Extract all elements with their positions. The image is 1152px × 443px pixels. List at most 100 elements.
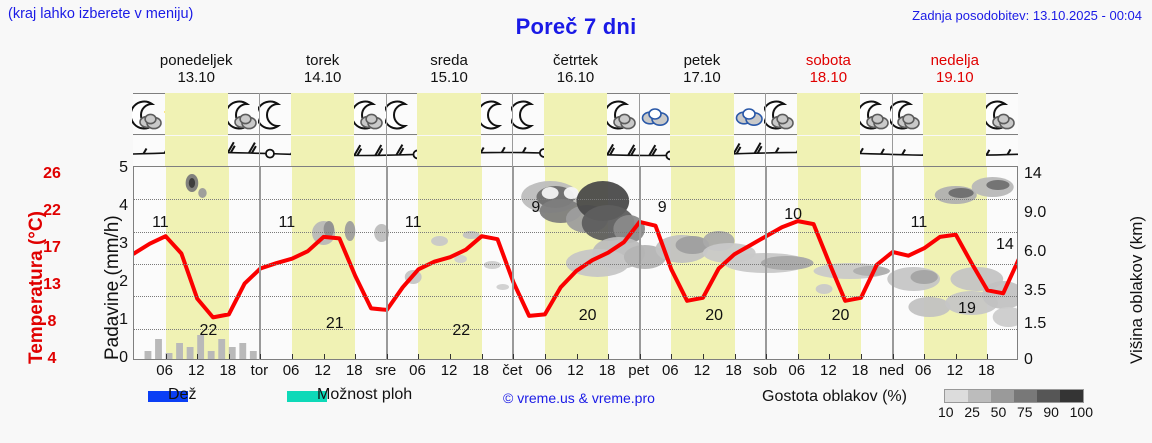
wind-barb-flag xyxy=(521,146,527,154)
cloud-density-blob xyxy=(454,255,467,263)
weather-icon-moon-cloud xyxy=(763,98,798,132)
precipitation-bar xyxy=(218,339,226,359)
cloud-density-tick: 100 xyxy=(1069,404,1093,420)
temperature-value-label: 22 xyxy=(199,322,218,340)
cloud-density-blob xyxy=(431,236,448,246)
forecast-plot xyxy=(131,93,1018,360)
wind-barb-flag xyxy=(985,149,991,156)
weather-icon-moon-cloud xyxy=(353,98,387,132)
cloud-density-blob xyxy=(344,221,356,241)
x-axis-label: 06 xyxy=(661,362,679,379)
rain-legend-label: Dež xyxy=(168,386,197,403)
x-axis-label: 18 xyxy=(345,362,363,379)
x-axis-tick xyxy=(355,354,357,359)
cloud-density-blob xyxy=(323,221,335,237)
x-axis-label: ned xyxy=(879,362,905,379)
copyright-link[interactable]: © vreme.us & vreme.pro xyxy=(503,390,655,406)
cloud-density-tick: 10 xyxy=(938,404,954,420)
cloud-density-blob xyxy=(188,178,196,188)
precipitation-tick-3: 2 xyxy=(119,273,128,290)
wind-barb-flag xyxy=(226,141,235,154)
x-axis-tick xyxy=(734,354,736,359)
cloud-density-blob xyxy=(992,307,1017,327)
x-axis-tick xyxy=(544,354,546,359)
temperature-tick-4: 8 xyxy=(47,313,57,330)
temperature-value-label: 11 xyxy=(278,213,296,231)
temperature-value-label: 11 xyxy=(404,213,422,231)
precipitation-tick-4: 1 xyxy=(119,311,128,328)
x-axis-tick xyxy=(924,354,926,359)
day-header-ponedeljek: ponedeljek 13.10 xyxy=(133,52,259,86)
cloud-density-blob xyxy=(563,187,579,199)
horizontal-gridline xyxy=(134,199,1017,201)
cloud-density-legend-label: Gostota oblakov (%) xyxy=(762,388,907,405)
daylight-band-icons xyxy=(923,93,987,135)
showers-legend-label: Možnost ploh xyxy=(317,386,413,403)
x-axis-label: 18 xyxy=(472,362,490,379)
cloud-density-blob xyxy=(908,297,951,317)
day-header-date: 17.10 xyxy=(683,69,721,86)
temperature-tick-3: 13 xyxy=(43,276,61,293)
cloud-tick-5: 0 xyxy=(1024,351,1033,368)
day-header-date: 15.10 xyxy=(430,69,468,86)
daylight-band-icons xyxy=(796,93,860,135)
cloud-density-blob xyxy=(853,266,890,276)
precipitation-tick-1: 4 xyxy=(119,197,128,214)
day-separator xyxy=(259,93,261,360)
temperature-tick-1: 22 xyxy=(43,202,61,219)
day-header-name: sreda xyxy=(430,52,468,69)
precipitation-bar xyxy=(155,339,162,359)
x-axis-label: pet xyxy=(628,362,650,379)
precipitation-bar xyxy=(144,351,152,359)
weather-icon-moon-cloud xyxy=(858,98,893,132)
x-axis-label: 12 xyxy=(567,362,584,379)
weather-icon-moon xyxy=(511,98,545,132)
day-separator xyxy=(385,93,387,360)
daylight-band xyxy=(165,167,229,359)
weather-icon-moon-cloud xyxy=(890,98,924,132)
showers-legend-swatch xyxy=(287,391,327,402)
chart-plot-area xyxy=(133,166,1018,360)
cloud-density-blob xyxy=(613,215,645,243)
wind-barb-flag xyxy=(377,147,384,156)
wind-barb-flag xyxy=(479,146,485,154)
wind-barb-flag xyxy=(630,147,637,156)
cloud-density-blob xyxy=(815,284,833,294)
x-axis-label: 12 xyxy=(946,362,964,379)
cloud-tick-0: 14 xyxy=(1024,165,1042,182)
x-axis-tick xyxy=(702,354,704,359)
x-axis-tick xyxy=(418,354,420,359)
cloud-density-blob xyxy=(483,261,501,269)
x-axis-tick xyxy=(323,354,325,359)
x-axis-label: 12 xyxy=(187,362,205,379)
day-header-sreda: sreda 15.10 xyxy=(386,52,512,86)
cloud-density-blob xyxy=(565,249,630,277)
x-axis-label: 06 xyxy=(156,362,173,379)
temperature-line xyxy=(134,219,1017,320)
wind-barb-flag xyxy=(1006,148,1012,156)
weather-icon-moon xyxy=(258,98,292,132)
x-axis-label: 12 xyxy=(820,362,837,379)
x-axis-tick xyxy=(576,354,578,359)
day-header-name: ponedeljek xyxy=(159,52,233,69)
horizontal-gridline xyxy=(134,231,1017,233)
x-axis-label: tor xyxy=(250,362,269,379)
cloud-density-blob xyxy=(760,256,814,270)
daylight-band-wind xyxy=(417,136,481,166)
cloud-density-blob xyxy=(462,231,480,239)
wind-barb-flag xyxy=(229,145,236,154)
temperature-value-label: 9 xyxy=(531,198,541,216)
temperature-value-label: 11 xyxy=(910,213,928,231)
temperature-value-label: 20 xyxy=(705,307,723,325)
daylight-band-wind xyxy=(164,136,228,166)
precipitation-tick-2: 3 xyxy=(119,235,128,252)
precipitation-bar xyxy=(239,343,247,359)
cloud-density-blob xyxy=(986,180,1010,190)
x-axis-tick xyxy=(955,354,957,359)
rain-legend-swatch xyxy=(148,391,188,402)
vertical-gridline xyxy=(386,167,388,359)
wind-barb-flag xyxy=(756,145,763,154)
cloud-density-tick: 75 xyxy=(1016,404,1033,420)
weather-icon-moon-cloud xyxy=(226,98,261,132)
cloud-density-ramp-step xyxy=(968,390,991,402)
